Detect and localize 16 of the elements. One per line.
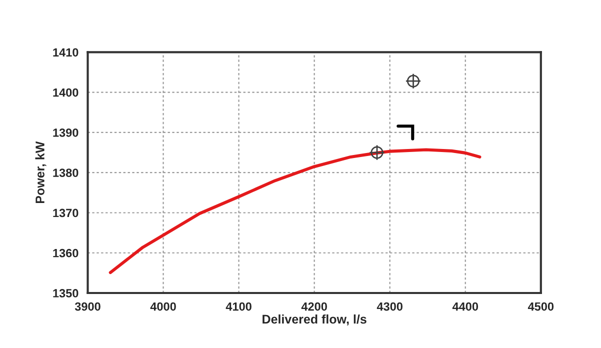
y-tick-label: 1360 <box>53 248 78 258</box>
y-tick-label: 1350 <box>53 289 78 298</box>
x-tick-label: 3900 <box>74 302 100 311</box>
x-tick-label: 4200 <box>301 302 327 311</box>
y-tick-label: 1370 <box>53 208 78 218</box>
x-tick-label: 4500 <box>528 302 554 311</box>
x-tick-label: 4000 <box>150 302 176 311</box>
x-tick-label: 4100 <box>226 302 252 311</box>
y-axis-title: Power, kW <box>35 141 46 204</box>
y-tick-label: 1380 <box>53 168 78 178</box>
y-tick-label: 1390 <box>53 128 78 137</box>
y-tick-label: 1400 <box>53 88 78 97</box>
x-tick-label: 4300 <box>376 302 402 311</box>
y-tick-label: 1410 <box>53 48 78 57</box>
x-tick-label: 4400 <box>452 302 478 311</box>
x-axis-title: Delivered flow, l/s <box>262 314 366 326</box>
